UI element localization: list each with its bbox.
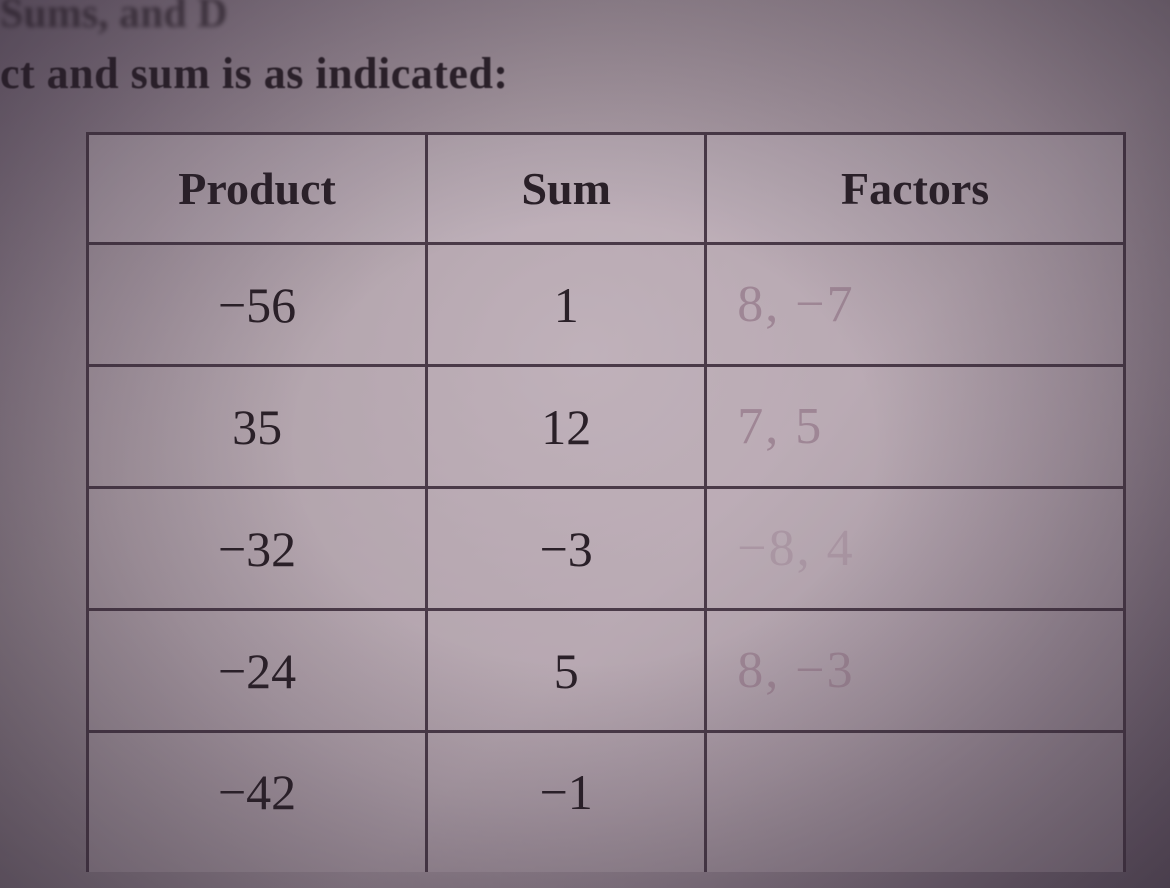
- cell-factors: 8, −7: [706, 244, 1125, 366]
- col-header-sum: Sum: [427, 134, 706, 244]
- cell-sum: −1: [427, 732, 706, 872]
- cell-factors: 8, −3: [706, 610, 1125, 732]
- cell-sum: −3: [427, 488, 706, 610]
- cell-sum: 5: [427, 610, 706, 732]
- col-header-factors: Factors: [706, 134, 1125, 244]
- table-header-row: Product Sum Factors: [88, 134, 1125, 244]
- cell-sum: 12: [427, 366, 706, 488]
- factors-table: Product Sum Factors −56 1 8, −7 35 12 7,…: [86, 132, 1126, 872]
- table-row: 35 12 7, 5: [88, 366, 1125, 488]
- cell-product: 35: [88, 366, 427, 488]
- cell-factors: 7, 5: [706, 366, 1125, 488]
- table-row: −56 1 8, −7: [88, 244, 1125, 366]
- cell-factors: [706, 732, 1125, 872]
- factors-table-wrap: Product Sum Factors −56 1 8, −7 35 12 7,…: [86, 132, 1126, 872]
- table-row: −24 5 8, −3: [88, 610, 1125, 732]
- instruction-text: ct and sum is as indicated:: [0, 48, 509, 99]
- cell-product: −32: [88, 488, 427, 610]
- worksheet-page: Sums, and D ct and sum is as indicated: …: [0, 0, 1170, 888]
- cell-product: −56: [88, 244, 427, 366]
- heading-partial-text: Sums, and D: [0, 0, 228, 38]
- cell-sum: 1: [427, 244, 706, 366]
- col-header-product: Product: [88, 134, 427, 244]
- cell-factors: −8, 4: [706, 488, 1125, 610]
- cell-product: −24: [88, 610, 427, 732]
- table-row: −32 −3 −8, 4: [88, 488, 1125, 610]
- cell-product: −42: [88, 732, 427, 872]
- table-row: −42 −1: [88, 732, 1125, 872]
